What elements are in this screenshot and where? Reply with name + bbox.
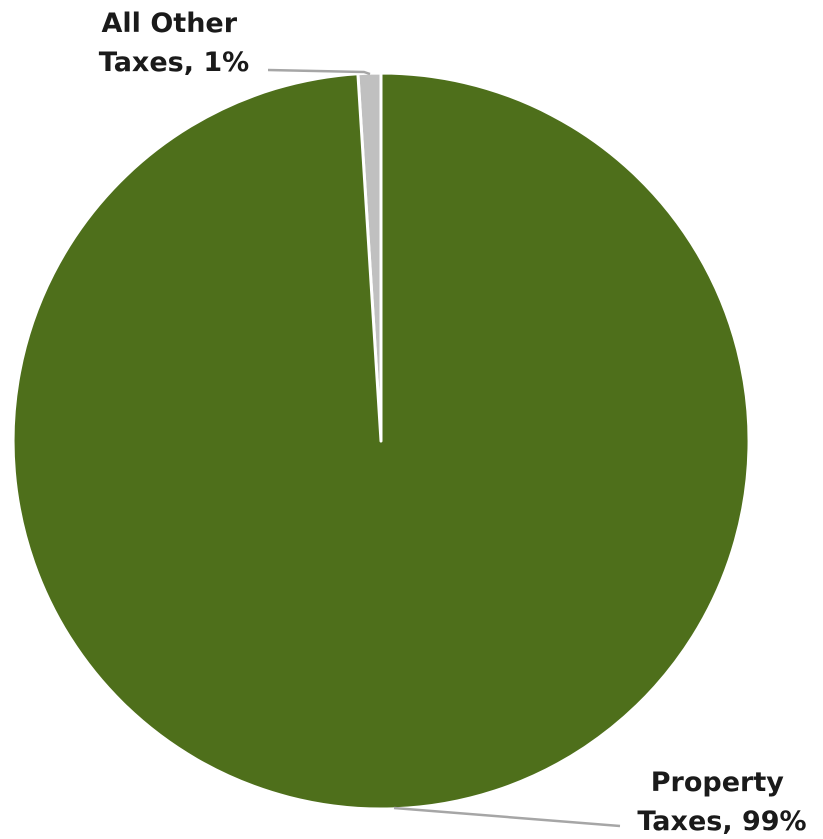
label-property-taxes-line1: Property (651, 767, 785, 798)
label-all-other-taxes: All Other Taxes, 1% (99, 8, 249, 78)
label-all-other-taxes-line1: All Other (102, 8, 238, 39)
slice-property-taxes (11, 71, 751, 811)
leader-line-all-other-taxes (267, 68, 371, 76)
leader-lines (267, 68, 621, 828)
leader-line-property-taxes (393, 806, 621, 828)
label-property-taxes: Property Taxes, 99% (637, 767, 806, 837)
label-all-other-taxes-line2: Taxes, 1% (99, 47, 249, 78)
label-property-taxes-line2: Taxes, 99% (637, 806, 806, 837)
pie-slices (11, 71, 751, 811)
slice-labels: All Other Taxes, 1% Property Taxes, 99% (99, 8, 807, 837)
